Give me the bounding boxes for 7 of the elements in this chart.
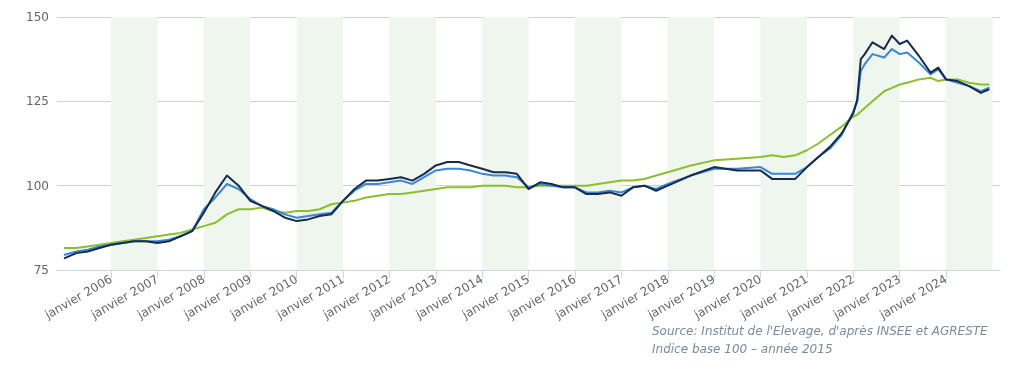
y-tick-label: 150 <box>26 10 49 24</box>
y-tick-label: 125 <box>26 94 49 109</box>
y-tick-label: 75 <box>33 263 49 277</box>
source-note: Source: Institut de l'Elevage, d'après INSEE et AGRESTE <box>652 324 989 338</box>
line-series <box>63 76 990 250</box>
y-tick-label: 100 <box>26 178 49 193</box>
text: Indice base 100 – année 2015 <box>652 342 833 356</box>
